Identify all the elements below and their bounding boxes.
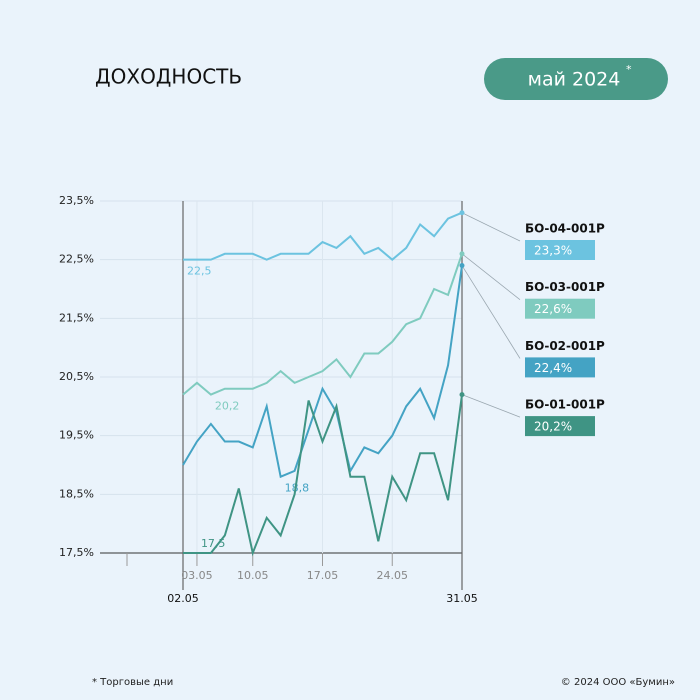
legend-value: 22,6% <box>534 302 572 316</box>
y-tick-label: 20,5% <box>59 370 94 383</box>
y-tick-label: 17,5% <box>59 546 94 559</box>
y-tick-label: 22,5% <box>59 253 94 266</box>
data-label: 18,8 <box>285 482 310 495</box>
y-tick-label: 21,5% <box>59 311 94 324</box>
x-tick-label: 17.05 <box>307 569 339 582</box>
data-label: 22,5 <box>187 265 212 278</box>
legend-swatch <box>525 298 595 319</box>
legend-label: БО-04-001P <box>525 222 605 236</box>
x-tick-label: 03.05 <box>181 569 213 582</box>
legend-label: БО-01-001P <box>525 398 605 412</box>
legend-swatch <box>525 357 595 378</box>
period-badge <box>484 58 668 100</box>
series-line <box>183 211 463 261</box>
series-line <box>182 265 463 479</box>
x-tick-label: 24.05 <box>377 569 409 582</box>
x-tick-label: 31.05 <box>446 592 478 605</box>
footnote: * Торговые дни <box>92 677 173 688</box>
y-tick-label: 19,5% <box>59 429 94 442</box>
chart-title: ДОХОДНОСТЬ <box>95 65 242 89</box>
y-tick-label: 18,5% <box>59 487 94 500</box>
end-point <box>459 392 465 398</box>
end-point <box>459 251 465 257</box>
legend-label: БО-02-001P <box>525 339 605 353</box>
legend-swatch <box>525 416 595 437</box>
legend-connector <box>461 253 521 301</box>
legend-value: 23,3% <box>534 244 572 258</box>
x-tick-label: 10.05 <box>237 569 269 582</box>
data-label: 20,2 <box>215 400 240 413</box>
y-tick-label: 23,5% <box>59 194 94 207</box>
period-mark: * <box>626 63 632 76</box>
end-point <box>459 263 465 269</box>
period-label: май 2024 <box>528 69 621 91</box>
legend-connector <box>461 212 521 242</box>
end-point <box>459 210 465 216</box>
legend-swatch <box>525 240 595 260</box>
plot: 17,5% 18,5% 19,5% 20,5% 21,5% 22,5% 23,5% 02.05… <box>59 194 605 605</box>
legend-connector <box>461 394 521 418</box>
legend-connector <box>461 265 521 359</box>
legend-label: БО-03-001P <box>525 280 605 294</box>
series-line <box>183 394 463 557</box>
copyright: © 2024 ООО «Бумин» <box>561 677 675 688</box>
legend-value: 22,4% <box>534 361 572 375</box>
series-line <box>182 253 463 396</box>
x-tick-label: 02.05 <box>167 592 199 605</box>
legend-value: 20,2% <box>534 420 572 434</box>
data-label: 17,5 <box>201 537 226 550</box>
